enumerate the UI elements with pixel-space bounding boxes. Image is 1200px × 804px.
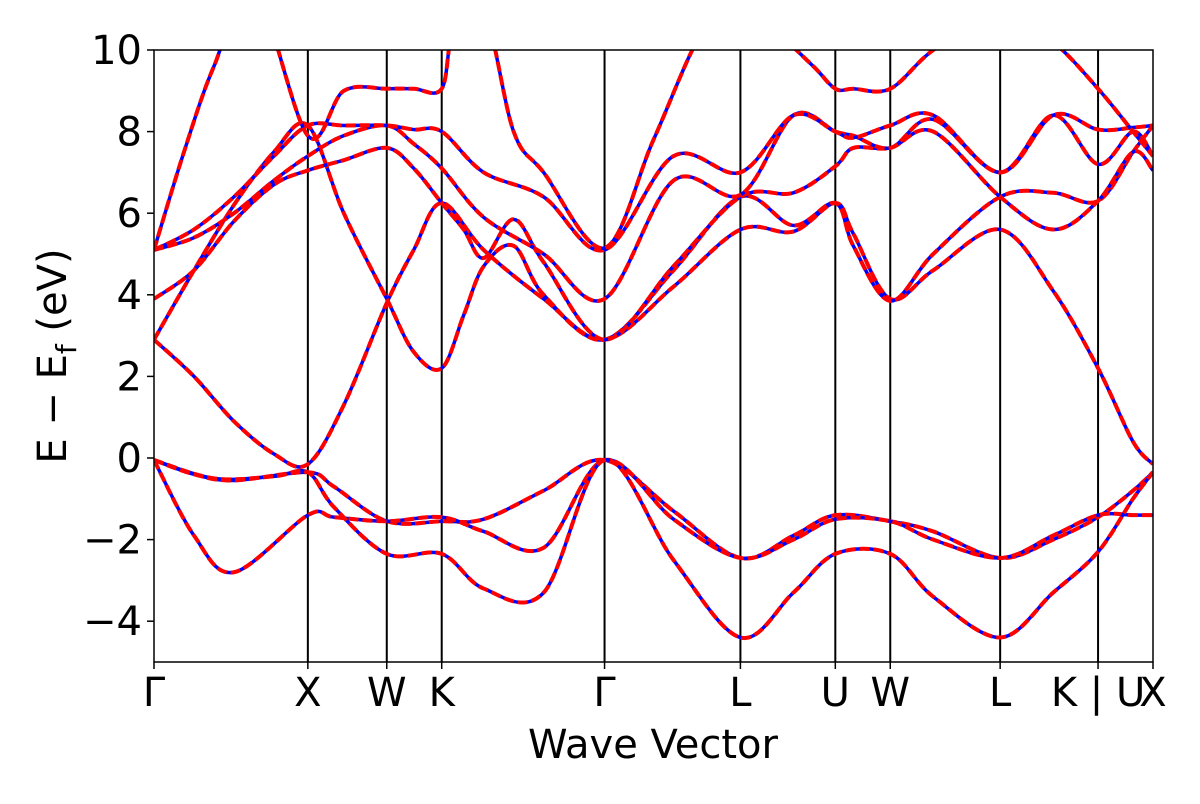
band-0-solid bbox=[154, 458, 1153, 561]
band-0-dashed bbox=[154, 457, 1153, 561]
y-tick-label: 4 bbox=[117, 273, 142, 319]
x-tick-label: X bbox=[294, 670, 321, 716]
band-7-dashed bbox=[154, 111, 1153, 253]
band-2-dashed bbox=[154, 458, 1153, 640]
band-5-dashed bbox=[154, 127, 1153, 342]
y-axis-label: E − Ef (eV) bbox=[30, 248, 83, 463]
band-1-dashed bbox=[154, 457, 1153, 575]
y-tick-label: 8 bbox=[117, 110, 142, 156]
band-3-dashed bbox=[154, 200, 1153, 469]
y-axis-ticks: 10 8 6 4 2 0 −2 −4 bbox=[83, 28, 154, 645]
x-tick-label: U bbox=[821, 670, 850, 716]
x-tick-label: L bbox=[989, 670, 1012, 716]
y-axis-label-unit: (eV) bbox=[30, 248, 76, 344]
x-axis-label: Wave Vector bbox=[528, 722, 779, 768]
band-2-solid bbox=[154, 458, 1153, 640]
x-tick-label: K | U bbox=[1051, 670, 1145, 716]
band-4-dashed bbox=[154, 121, 1153, 372]
bands bbox=[154, 50, 1153, 640]
x-tick-label: W bbox=[367, 670, 407, 716]
y-tick-label: 2 bbox=[117, 354, 142, 400]
y-axis-label-subscript: f bbox=[50, 343, 83, 354]
y-tick-label: −4 bbox=[83, 599, 142, 645]
plot-frame bbox=[153, 49, 1154, 663]
x-tick-label: L bbox=[729, 670, 752, 716]
y-tick-label: 6 bbox=[117, 191, 142, 237]
band-8-solid bbox=[154, 50, 1153, 251]
y-tick-label: −2 bbox=[83, 518, 142, 564]
y-tick-label: 0 bbox=[117, 436, 142, 482]
band-5-solid bbox=[154, 128, 1153, 342]
y-tick-label: 10 bbox=[91, 28, 142, 74]
band-3-solid bbox=[154, 201, 1153, 469]
x-tick-label: Γ bbox=[593, 670, 616, 716]
y-axis-label-main: E − E bbox=[30, 354, 76, 464]
high-symmetry-lines bbox=[306, 50, 1100, 662]
x-tick-label: X bbox=[1139, 670, 1166, 716]
x-tick-label: K bbox=[429, 670, 457, 716]
x-tick-label: Γ bbox=[143, 670, 166, 716]
x-tick-label: W bbox=[870, 670, 910, 716]
